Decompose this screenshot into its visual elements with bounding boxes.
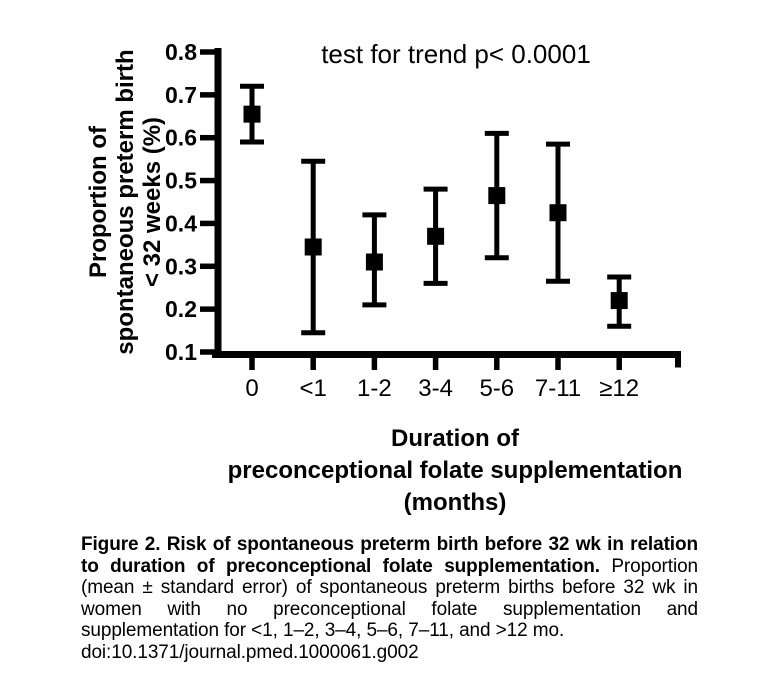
- y-tick-label: 0.5: [165, 168, 197, 194]
- y-axis-title-line-3: < 32 weeks (%): [139, 117, 166, 287]
- caption-paragraph: Figure 2. Risk of spontaneous preterm bi…: [81, 534, 698, 642]
- x-axis-title: Duration of preconceptional folate suppl…: [228, 425, 683, 516]
- figure-caption: Figure 2. Risk of spontaneous preterm bi…: [81, 534, 698, 663]
- x-axis-title-line-3: (months): [404, 489, 507, 516]
- y-tick-label: 0.7: [165, 82, 197, 108]
- data-marker: [427, 227, 445, 245]
- x-tick-label: 1-2: [357, 375, 392, 402]
- x-tick-label: 5-6: [479, 375, 514, 402]
- data-marker: [549, 204, 567, 222]
- caption-body: Proportion (mean ± standard error) of sp…: [81, 555, 699, 642]
- caption-bold-lead: Figure 2. Risk of spontaneous preterm bi…: [81, 534, 698, 577]
- x-tick-label: 0: [245, 375, 258, 402]
- y-axis-title-line-1: Proportion of: [85, 125, 112, 278]
- plot-area: 0.8 0.7 0.6 0.5 0.4 0.3 0.2 0.1 0 <1 1-2 3-4 5-6 7-11…: [165, 39, 681, 402]
- y-axis-title: Proportion of spontaneous preterm birth …: [85, 49, 166, 354]
- x-axis-title-line-1: Duration of: [391, 425, 520, 452]
- x-tick-label: <1: [300, 375, 327, 402]
- y-tick-label: 0.6: [165, 125, 197, 151]
- trend-annotation: test for trend p< 0.0001: [321, 39, 591, 69]
- x-tick-label: ≥12: [599, 375, 639, 402]
- y-tick-label: 0.2: [165, 296, 197, 322]
- x-tick-label: 3-4: [418, 375, 453, 402]
- doi-line: doi:10.1371/journal.pmed.1000061.g002: [81, 641, 419, 663]
- x-axis-title-line-2: preconceptional folate supplementation: [228, 457, 683, 484]
- data-marker: [488, 187, 506, 205]
- preterm-birth-chart: test for trend p< 0.0001 Proportion of s…: [85, 39, 683, 516]
- y-tick-label: 0.8: [165, 39, 197, 65]
- y-axis-title-line-2: spontaneous preterm birth: [112, 49, 139, 354]
- y-tick-label: 0.1: [165, 339, 197, 365]
- data-marker: [365, 253, 383, 271]
- data-marker: [610, 292, 628, 310]
- data-marker: [304, 238, 322, 256]
- y-tick-label: 0.4: [165, 210, 197, 236]
- x-tick-label: 7-11: [535, 375, 581, 402]
- data-marker: [243, 105, 261, 123]
- y-tick-label: 0.3: [165, 253, 197, 279]
